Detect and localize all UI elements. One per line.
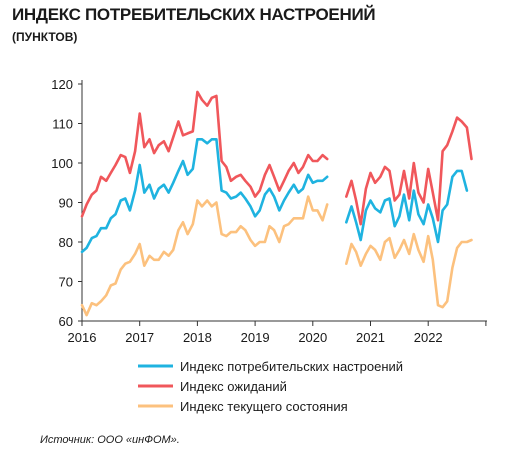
series-line-1-segment-2 [345,169,469,244]
legend-label-2: Индекс ожиданий [180,379,287,394]
x-tick-label: 2021 [356,330,385,345]
y-tick-label: 110 [52,117,73,132]
chart-lines [80,90,473,317]
series-line-3-segment-1 [80,195,329,317]
y-tick-label: 60 [59,314,73,329]
x-tick-label: 2017 [125,330,154,345]
series-line-1-segment-1 [80,138,329,254]
legend-label-1: Индекс потребительских настроений [180,359,403,374]
source-note: Источник: ООО «инФОМ». [40,434,180,446]
chart-axes: 60 70 80 90 100 110 120 2016 2017 2018 2019 2020 202… [51,77,487,345]
series-line-3-segment-2 [345,232,473,309]
chart-subtitle: (ПУНКТОВ) [12,30,78,44]
x-tick-label: 2019 [241,330,270,345]
chart-title: ИНДЕКС ПОТРЕБИТЕЛЬСКИХ НАСТРОЕНИЙ [12,5,376,24]
x-tick-label: 2018 [183,330,212,345]
x-tick-label: 2020 [298,330,327,345]
legend-label-3: Индекс текущего состояния [180,399,348,414]
x-tick-label: 2022 [414,330,443,345]
chart-legend: Индекс потребительских настроений Индекс … [138,359,403,414]
series-line-2-segment-1 [80,90,329,218]
y-tick-label: 80 [59,235,73,250]
y-tick-label: 90 [59,196,73,211]
y-tick-label: 70 [59,275,73,290]
x-tick-label: 2016 [68,330,97,345]
y-tick-label: 120 [51,77,73,92]
y-tick-label: 100 [51,156,73,171]
series-line-2-segment-2 [345,116,473,226]
